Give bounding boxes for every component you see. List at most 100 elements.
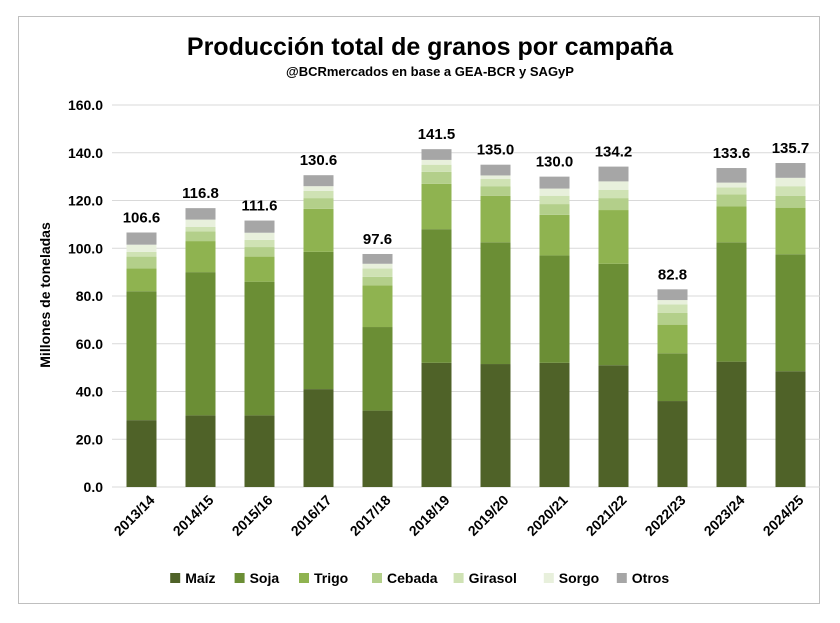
bar-segment-girasol-3 [303, 190, 334, 199]
total-label: 134.2 [595, 144, 633, 161]
bar-segment-trigo-5 [421, 183, 452, 230]
bar-segment-girasol-2 [244, 239, 275, 248]
bar-segment-girasol-9 [657, 304, 688, 313]
bar-segment-otros-1 [185, 208, 216, 220]
legend-label: Soja [250, 570, 280, 586]
x-tick-label: 2019/20 [465, 492, 512, 539]
bar-segment-otros-11 [775, 163, 806, 178]
bar-segment-sorgo-1 [185, 219, 216, 227]
bar-segment-otros-5 [421, 149, 452, 160]
bar-segment-trigo-6 [480, 195, 511, 243]
total-label: 106.6 [123, 209, 161, 226]
bar-segment-cebada-9 [657, 312, 688, 325]
y-tick-label: 80.0 [76, 288, 103, 304]
bar-segment-sorgo-4 [362, 263, 393, 269]
bar-segment-soja-5 [421, 229, 452, 363]
legend-label: Maíz [185, 570, 215, 586]
bar-segment-sorgo-6 [480, 175, 511, 180]
bar-segment-otros-7 [539, 176, 570, 189]
bar-segment-otros-3 [303, 175, 334, 187]
bar-segment-soja-0 [126, 291, 157, 421]
total-label: 135.0 [477, 142, 515, 159]
bar-segment-cebada-8 [598, 198, 629, 211]
y-tick-label: 100.0 [68, 240, 103, 256]
legend-label: Trigo [314, 570, 348, 586]
bar-segment-otros-2 [244, 220, 275, 233]
bar-segment-maz-4 [362, 410, 393, 487]
bar-segment-girasol-11 [775, 186, 806, 196]
bar-segment-trigo-4 [362, 285, 393, 328]
bar-segment-maz-1 [185, 415, 216, 487]
bar-segment-maz-5 [421, 362, 452, 487]
bar-segment-trigo-7 [539, 214, 570, 256]
bar-segment-soja-7 [539, 255, 570, 363]
bar-segment-otros-4 [362, 253, 393, 264]
total-label: 135.7 [772, 140, 810, 157]
y-tick-label: 40.0 [76, 384, 103, 400]
bar-segment-maz-8 [598, 365, 629, 487]
legend-swatch [234, 573, 245, 583]
legend-swatch [616, 573, 627, 583]
x-tick-label: 2016/17 [288, 492, 335, 539]
bar-segment-sorgo-9 [657, 300, 688, 305]
bar-segment-soja-11 [775, 254, 806, 372]
bar-segment-sorgo-10 [716, 182, 747, 188]
bar-segment-girasol-8 [598, 189, 629, 199]
x-tick-label: 2021/22 [583, 492, 630, 539]
bar-segment-girasol-10 [716, 187, 747, 195]
bar-segment-sorgo-8 [598, 181, 629, 190]
bar-segment-sorgo-11 [775, 177, 806, 187]
total-label: 130.6 [300, 152, 338, 169]
bar-segment-cebada-4 [362, 276, 393, 286]
x-tick-label: 2017/18 [347, 492, 394, 539]
bar-segment-maz-2 [244, 415, 275, 487]
bar-segment-maz-9 [657, 401, 688, 487]
legend-swatch [372, 573, 382, 583]
legend-swatch [453, 573, 464, 583]
bar-segment-cebada-10 [716, 194, 747, 207]
bar-segment-sorgo-3 [303, 186, 334, 191]
bar-segment-maz-11 [775, 371, 806, 487]
x-tick-label: 2020/21 [524, 492, 571, 539]
legend-label: Cebada [387, 570, 438, 586]
legend-swatch [170, 573, 181, 583]
y-tick-label: 140.0 [68, 145, 103, 161]
bar-segment-soja-8 [598, 263, 629, 366]
chart-subtitle: @BCRmercados en base a GEA-BCR y SAGyP [286, 64, 574, 79]
bar-segment-sorgo-0 [126, 244, 157, 252]
bar-segment-maz-10 [716, 361, 747, 487]
bar-segment-girasol-6 [480, 179, 511, 187]
bar-segment-cebada-6 [480, 186, 511, 196]
bar-segment-girasol-5 [421, 164, 452, 172]
bar-segment-otros-9 [657, 289, 688, 301]
x-tick-label: 2018/19 [406, 492, 453, 539]
bar-segment-sorgo-5 [421, 159, 452, 165]
bar-segment-trigo-8 [598, 210, 629, 264]
y-tick-label: 160.0 [68, 97, 103, 113]
bar-segment-cebada-5 [421, 171, 452, 184]
legend-label: Sorgo [559, 570, 599, 586]
total-label: 111.6 [242, 198, 278, 215]
bar-segment-maz-7 [539, 362, 570, 487]
bar-segment-trigo-1 [185, 241, 216, 273]
bar-segment-maz-0 [126, 420, 157, 487]
chart-title: Producción total de granos por campaña [187, 33, 674, 61]
x-tick-label: 2014/15 [170, 492, 217, 539]
y-tick-label: 120.0 [68, 193, 103, 209]
bar-segment-maz-6 [480, 364, 511, 487]
bar-segment-soja-4 [362, 327, 393, 411]
total-label: 97.6 [363, 231, 392, 248]
bar-segment-cebada-7 [539, 204, 570, 215]
legend-swatch [543, 573, 554, 583]
legend-label: Girasol [469, 570, 517, 586]
y-tick-label: 20.0 [76, 431, 103, 447]
bar-segment-sorgo-7 [539, 188, 570, 196]
bar-segment-trigo-11 [775, 207, 806, 255]
bar-segment-trigo-0 [126, 268, 157, 292]
bar-segment-otros-10 [716, 168, 747, 183]
bar-segment-girasol-1 [185, 226, 216, 232]
x-tick-label: 2013/14 [111, 492, 158, 539]
y-tick-label: 60.0 [76, 336, 103, 352]
x-tick-label: 2023/24 [701, 492, 748, 539]
